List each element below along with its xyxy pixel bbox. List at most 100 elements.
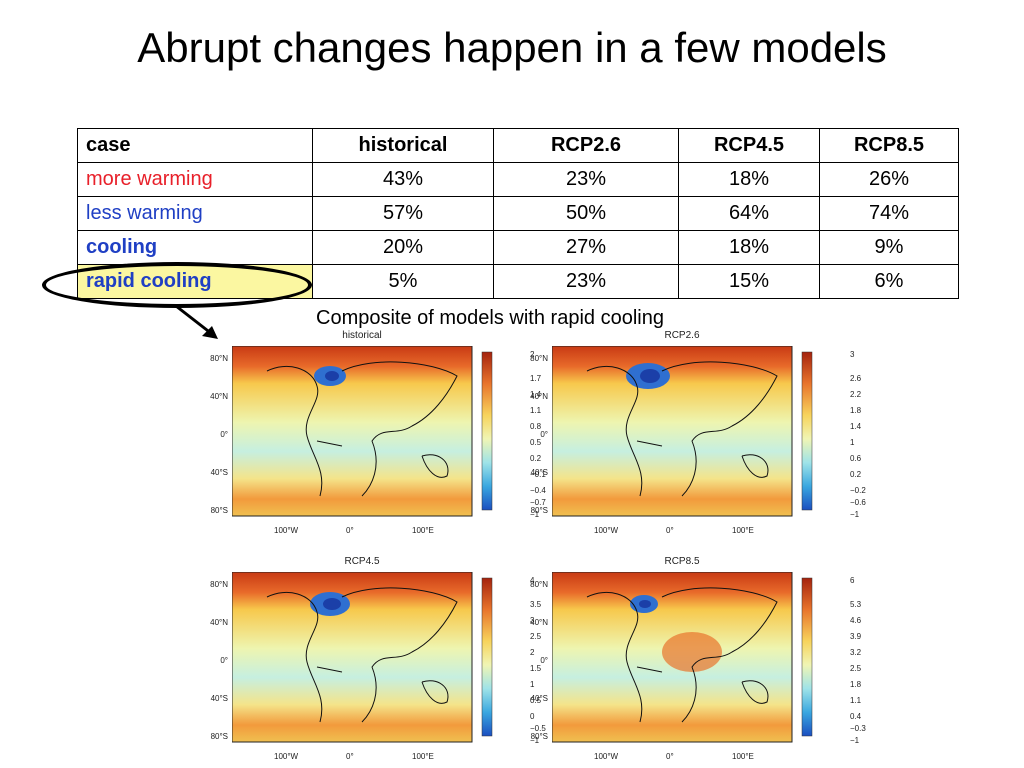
table-cell: 50%	[493, 196, 679, 231]
table-cell: 5%	[312, 264, 494, 299]
table-cell: 6%	[819, 264, 959, 299]
row-label-cooling: cooling	[77, 230, 313, 265]
colorbar-label: 4	[530, 576, 535, 585]
slide-title: Abrupt changes happen in a few models	[137, 24, 887, 71]
table-cell: 64%	[678, 196, 820, 231]
table-row: more warming 43% 23% 18% 26%	[77, 162, 959, 197]
table-row: cooling 20% 27% 18% 9%	[77, 230, 959, 265]
lat-label: 80°N	[530, 354, 548, 363]
colorbar-label: 1	[530, 680, 535, 689]
lat-label: 40°N	[530, 618, 548, 627]
lon-label: 100°W	[274, 752, 299, 761]
colorbar-label: −0.4	[530, 486, 546, 495]
colorbar-label: 0.6	[850, 454, 862, 463]
colorbar-label: −1	[850, 510, 860, 519]
lat-label: 40°S	[210, 694, 228, 703]
lon-label: 0°	[346, 526, 354, 535]
colorbar-label: 1	[850, 438, 855, 447]
colorbar-label: −0.3	[850, 724, 866, 733]
table-cell: 43%	[312, 162, 494, 197]
lat-label: 80°S	[530, 732, 548, 741]
colorbar-label: 1.5	[530, 664, 542, 673]
colorbar-label: 3.5	[530, 600, 542, 609]
temperature-map	[552, 346, 813, 517]
header-rcp45: RCP4.5	[678, 128, 820, 163]
lat-label: 0°	[220, 656, 228, 665]
table-cell: 15%	[678, 264, 820, 299]
colorbar-label: 1.1	[530, 406, 542, 415]
lon-label: 100°W	[594, 526, 619, 535]
colorbar-label: 1.4	[850, 422, 862, 431]
table-cell: 23%	[493, 162, 679, 197]
lat-label: 80°S	[210, 506, 228, 515]
colorbar-label: 1.4	[530, 390, 542, 399]
table-header-row: case historical RCP2.6 RCP4.5 RCP8.5	[77, 128, 959, 163]
colorbar-label: 0.5	[530, 696, 542, 705]
colorbar-label: 0	[530, 712, 535, 721]
lat-label: 80°S	[530, 506, 548, 515]
temperature-map	[232, 572, 493, 743]
lat-label: 40°S	[530, 468, 548, 477]
colorbar-label: 3	[530, 616, 535, 625]
map-panel-rcp26: RCP2.6 80°N 40°N 0° 40°S 80°S 100°W 0° 1…	[530, 330, 866, 540]
lat-label: 80°N	[530, 580, 548, 589]
table-cell: 27%	[493, 230, 679, 265]
map-title: historical	[342, 330, 382, 341]
lat-label: 40°S	[210, 468, 228, 477]
table-cell: 23%	[493, 264, 679, 299]
lat-label: 40°S	[530, 694, 548, 703]
map-panel-rcp45: RCP4.5 80°N 40°N 0° 40°S 80°S 100°W 0° 1…	[210, 556, 546, 766]
lon-label: 100°E	[732, 752, 754, 761]
lon-label: 100°E	[732, 526, 754, 535]
colorbar-label: 2.5	[850, 664, 862, 673]
colorbar-label: 2.6	[850, 374, 862, 383]
colorbar-label: 1.8	[850, 406, 862, 415]
table-cell: 18%	[678, 230, 820, 265]
table-cell: 74%	[819, 196, 959, 231]
colorbar-label: −0.6	[850, 498, 866, 507]
map-title: RCP4.5	[344, 556, 380, 567]
colorbar-label: −1	[530, 510, 540, 519]
colorbar-label: 6	[850, 576, 855, 585]
lon-label: 100°E	[412, 752, 434, 761]
colorbar-label: 1.7	[530, 374, 542, 383]
header-rcp26: RCP2.6	[493, 128, 679, 163]
colorbar-label: −0.2	[850, 486, 866, 495]
map-panel-historical: historical 80°N 40°N 0° 40°S 80°S 100°W …	[210, 330, 546, 540]
lat-label: 80°N	[210, 580, 228, 589]
row-label-more-warming: more warming	[77, 162, 313, 197]
colorbar-label: 2	[530, 648, 535, 657]
colorbar-label: 1.8	[850, 680, 862, 689]
lat-label: 0°	[540, 430, 548, 439]
lat-label: 80°N	[210, 354, 228, 363]
colorbar-label: 3.2	[850, 648, 862, 657]
lon-label: 0°	[666, 526, 674, 535]
colorbar-label: 0.8	[530, 422, 542, 431]
colorbar-label: 0.2	[530, 454, 542, 463]
lat-label: 0°	[220, 430, 228, 439]
lon-label: 100°W	[274, 526, 299, 535]
lat-label: 40°N	[530, 392, 548, 401]
colorbar-label: 0.5	[530, 438, 542, 447]
colorbar-label: 0.4	[850, 712, 862, 721]
colorbar-label: 4.6	[850, 616, 862, 625]
map-title: RCP8.5	[664, 556, 700, 567]
arrow-icon	[175, 304, 218, 339]
table-cell: 20%	[312, 230, 494, 265]
temperature-map	[232, 346, 493, 517]
colorbar-label: −1	[850, 736, 860, 745]
map-title: RCP2.6	[664, 330, 700, 341]
colorbar-label: −0.5	[530, 724, 546, 733]
temperature-map	[552, 572, 813, 743]
table-cell: 57%	[312, 196, 494, 231]
colorbar-label: 1.1	[850, 696, 862, 705]
table-row: less warming 57% 50% 64% 74%	[77, 196, 959, 231]
colorbar-label: 5.3	[850, 600, 862, 609]
lat-label: 40°N	[210, 618, 228, 627]
figure-caption: Composite of models with rapid cooling	[316, 307, 664, 329]
row-label-less-warming: less warming	[77, 196, 313, 231]
colorbar-label: −0.7	[530, 498, 546, 507]
table-cell: 26%	[819, 162, 959, 197]
lat-label: 40°N	[210, 392, 228, 401]
colorbar-label: 2.5	[530, 632, 542, 641]
